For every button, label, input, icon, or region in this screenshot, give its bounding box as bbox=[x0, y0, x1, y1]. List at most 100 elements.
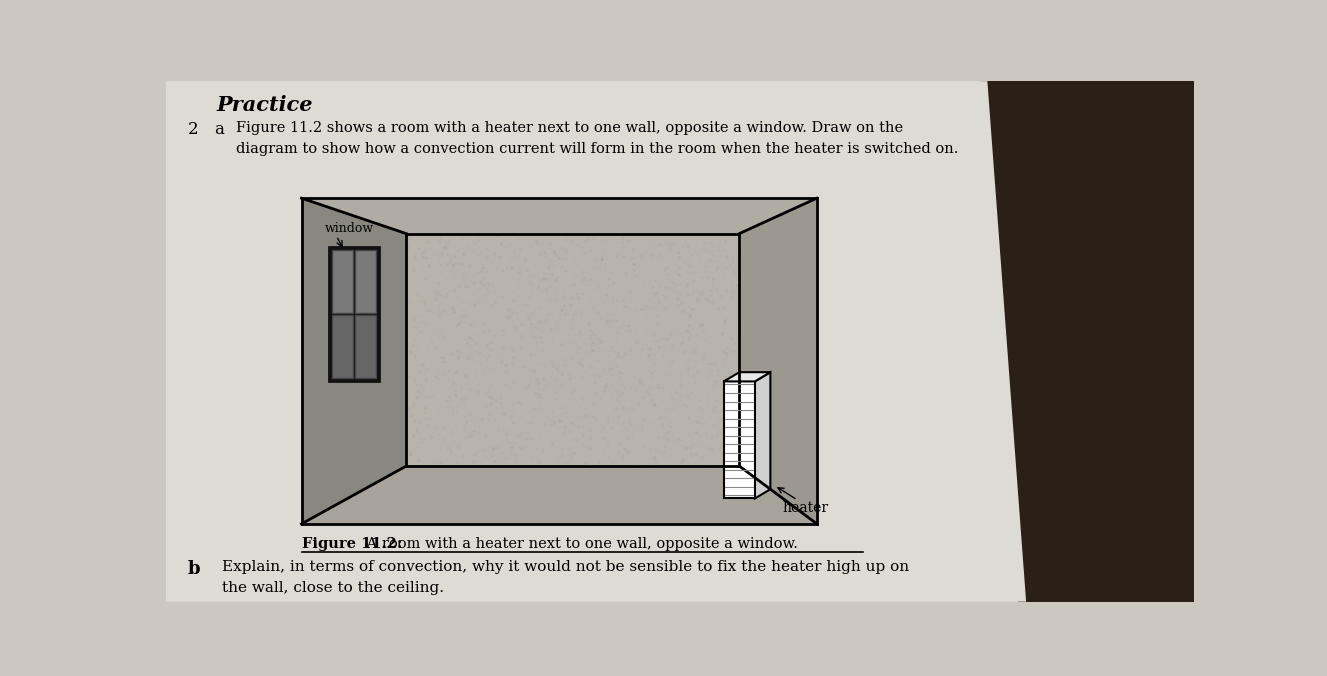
Point bbox=[545, 387, 567, 398]
Point bbox=[496, 262, 518, 273]
Point bbox=[439, 252, 460, 263]
Point bbox=[569, 402, 591, 412]
Point bbox=[549, 310, 571, 320]
Point bbox=[510, 243, 531, 254]
Point bbox=[721, 397, 742, 408]
Point bbox=[600, 302, 621, 313]
Point bbox=[583, 411, 604, 422]
Point bbox=[487, 305, 508, 316]
Point bbox=[601, 379, 622, 389]
Point bbox=[628, 260, 649, 270]
Point bbox=[536, 456, 557, 466]
Point bbox=[612, 420, 633, 431]
Point bbox=[430, 237, 451, 247]
Point bbox=[398, 405, 419, 416]
Point bbox=[516, 265, 537, 276]
Point bbox=[670, 279, 691, 290]
Point bbox=[613, 418, 634, 429]
Point bbox=[541, 406, 563, 417]
Point bbox=[682, 270, 703, 281]
Point bbox=[565, 308, 587, 318]
Point bbox=[482, 393, 503, 404]
Point bbox=[442, 276, 463, 287]
Point bbox=[502, 400, 523, 410]
Point bbox=[433, 306, 454, 316]
Point bbox=[437, 243, 458, 254]
Point bbox=[423, 327, 445, 338]
Point bbox=[540, 255, 561, 266]
Point bbox=[644, 302, 665, 313]
Point bbox=[564, 372, 585, 383]
Point bbox=[549, 350, 571, 361]
Point bbox=[677, 289, 698, 299]
Point bbox=[608, 329, 629, 339]
Point bbox=[591, 235, 612, 246]
Point bbox=[500, 256, 522, 267]
Point bbox=[648, 295, 669, 306]
Point bbox=[598, 309, 620, 320]
Point bbox=[573, 248, 594, 259]
Point bbox=[661, 450, 682, 460]
Point bbox=[722, 365, 743, 376]
Point bbox=[555, 309, 576, 320]
Point bbox=[600, 345, 621, 356]
Point bbox=[512, 337, 533, 347]
Point bbox=[691, 406, 713, 416]
Point bbox=[555, 235, 576, 245]
Point bbox=[441, 382, 462, 393]
Point bbox=[656, 402, 677, 413]
Point bbox=[468, 427, 490, 438]
Point bbox=[624, 272, 645, 283]
Point bbox=[645, 398, 666, 409]
Point bbox=[702, 370, 723, 381]
Point bbox=[630, 253, 652, 264]
Point bbox=[552, 445, 573, 456]
Point bbox=[628, 375, 649, 385]
Point bbox=[478, 281, 499, 291]
Point bbox=[634, 456, 656, 467]
Point bbox=[681, 249, 702, 260]
Point bbox=[723, 346, 744, 357]
Point bbox=[678, 246, 699, 257]
Point bbox=[549, 416, 571, 427]
Point bbox=[626, 305, 648, 316]
Point bbox=[661, 404, 682, 415]
Point bbox=[476, 388, 498, 399]
Point bbox=[482, 286, 503, 297]
Point bbox=[504, 309, 525, 320]
Point bbox=[540, 415, 561, 426]
Point bbox=[653, 423, 674, 434]
Point bbox=[679, 443, 701, 454]
Point bbox=[610, 389, 632, 400]
Point bbox=[657, 270, 678, 281]
Point bbox=[401, 366, 422, 377]
Point bbox=[556, 305, 577, 316]
Point bbox=[572, 429, 593, 440]
Point bbox=[575, 236, 596, 247]
Point bbox=[640, 443, 661, 454]
Point bbox=[490, 352, 511, 362]
Point bbox=[450, 387, 471, 397]
Point bbox=[660, 370, 681, 381]
Point bbox=[678, 334, 699, 345]
Point bbox=[699, 285, 721, 295]
Point bbox=[446, 390, 467, 401]
Point bbox=[429, 252, 450, 263]
Point bbox=[721, 369, 742, 380]
Point bbox=[616, 449, 637, 460]
Point bbox=[702, 249, 723, 260]
Point bbox=[587, 255, 608, 266]
Point bbox=[500, 375, 522, 385]
Point bbox=[543, 310, 564, 321]
Point bbox=[602, 448, 624, 459]
Point bbox=[671, 339, 693, 349]
Point bbox=[414, 408, 435, 419]
Point bbox=[518, 380, 539, 391]
Point bbox=[429, 331, 450, 341]
Point bbox=[409, 455, 430, 466]
Point bbox=[527, 374, 548, 385]
Point bbox=[537, 378, 559, 389]
Point bbox=[556, 354, 577, 365]
Point bbox=[654, 431, 675, 442]
Text: b: b bbox=[187, 560, 200, 578]
